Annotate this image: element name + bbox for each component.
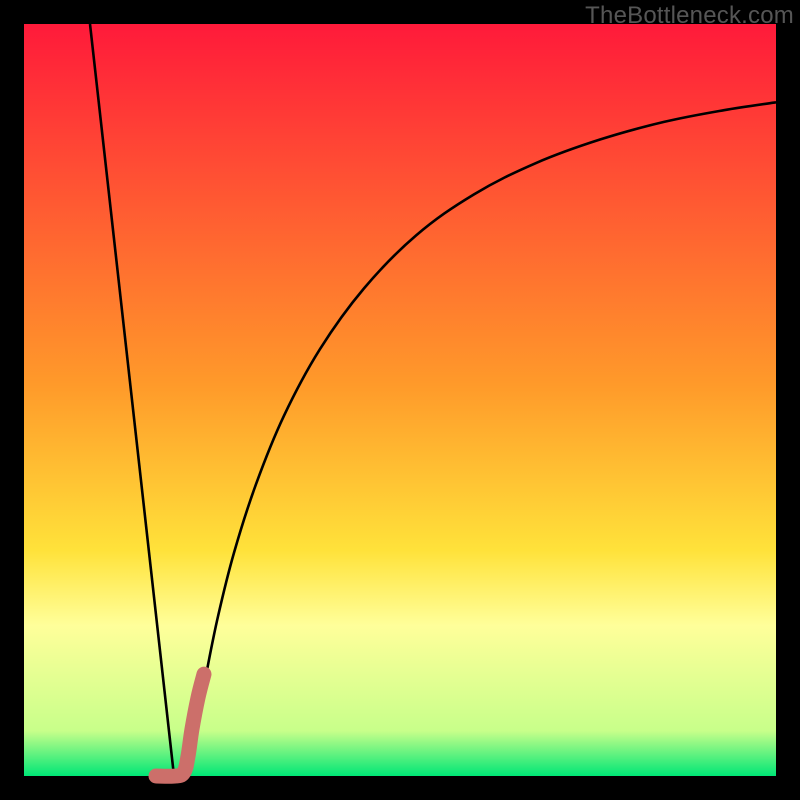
curve-overlay <box>24 24 776 776</box>
left-line <box>90 24 174 776</box>
right-curve <box>188 102 776 776</box>
chart-container: TheBottleneck.com <box>0 0 800 800</box>
